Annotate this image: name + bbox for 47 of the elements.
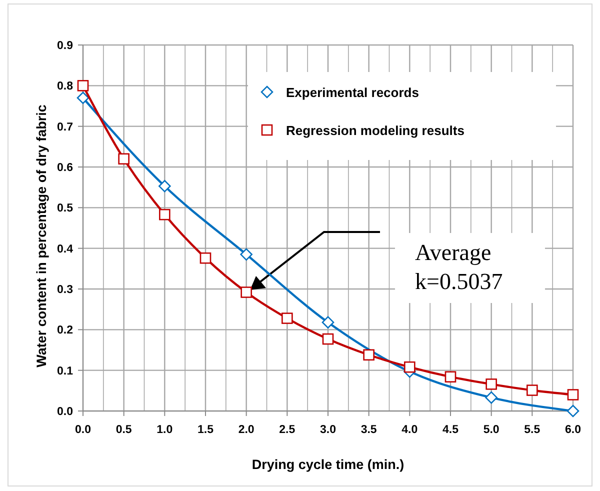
- point: [76, 92, 90, 104]
- y-tick-label: 0.6: [57, 162, 73, 174]
- x-tick-label: 4.5: [442, 424, 460, 436]
- x-tick-label: 1.5: [198, 424, 214, 436]
- x-tick-label: 2.0: [238, 424, 254, 436]
- point: [526, 384, 538, 396]
- point: [77, 80, 89, 92]
- y-axis-title: Water content in percentage of dry fabric: [34, 104, 49, 368]
- point: [118, 153, 130, 165]
- point: [158, 180, 171, 192]
- point: [159, 208, 170, 220]
- y-tick-label: 0.3: [57, 284, 73, 296]
- point: [282, 312, 293, 324]
- y-tick-label: 0.9: [57, 40, 73, 52]
- y-tick-label: 0.7: [57, 121, 73, 134]
- point: [363, 349, 374, 361]
- annotation: Average k=0.5037: [415, 240, 503, 294]
- y-tick-label: 0.5: [57, 202, 74, 215]
- point: [486, 378, 497, 390]
- y-tick-label: 0.8: [57, 80, 74, 93]
- x-axis-title: Drying cycle time (min.): [252, 457, 404, 472]
- x-tick-label: 0.0: [75, 424, 91, 436]
- point: [240, 248, 252, 261]
- point: [200, 252, 212, 264]
- y-tick-label: 0.0: [57, 406, 73, 418]
- x-tick-label: 3.0: [320, 424, 336, 436]
- legend-label: Experimental records: [286, 85, 419, 100]
- x-tick-label: 4.0: [402, 424, 418, 436]
- point: [322, 333, 334, 345]
- point: [485, 391, 498, 404]
- y-tick-label: 0.4: [57, 243, 74, 256]
- y-tick-label: 0.1: [57, 365, 74, 378]
- x-tick-label: 3.5: [360, 424, 378, 436]
- x-tick-label: 6.0: [565, 424, 581, 436]
- point: [404, 361, 416, 373]
- x-tick-label: 5.5: [524, 424, 541, 436]
- x-tick-label: 5.0: [483, 424, 500, 436]
- point: [444, 371, 456, 382]
- x-tick-label: 1.0: [156, 424, 173, 436]
- legend-label: Regression modeling results: [286, 123, 464, 138]
- point: [240, 286, 252, 298]
- point: [566, 404, 580, 418]
- point: [567, 389, 579, 400]
- x-tick-label: 0.5: [116, 424, 132, 436]
- x-tick-label: 2.5: [279, 424, 296, 436]
- y-tick-label: 0.2: [57, 324, 73, 337]
- point: [322, 316, 334, 328]
